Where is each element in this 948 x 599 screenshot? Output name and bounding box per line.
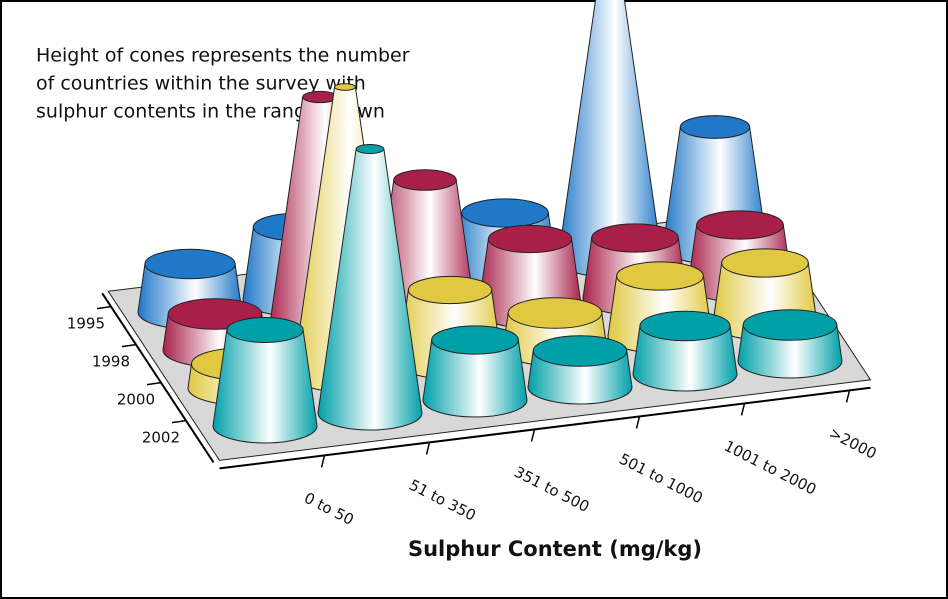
cone-side	[422, 339, 528, 418]
cone	[737, 309, 843, 379]
cone	[317, 143, 423, 431]
legend-label: 2002	[142, 428, 180, 446]
cone-top	[144, 248, 236, 280]
cone-top	[591, 223, 679, 253]
legend-label: 1998	[92, 352, 130, 370]
x-tick	[635, 416, 641, 429]
x-tick	[320, 455, 326, 468]
y-tick	[96, 305, 112, 310]
cone-top	[226, 317, 304, 343]
cone-top	[355, 143, 385, 155]
cone-side	[632, 325, 738, 392]
cone-top	[696, 210, 784, 240]
cone-top	[679, 115, 751, 139]
cone	[212, 317, 318, 444]
cone-top	[507, 297, 603, 329]
cone-top	[742, 309, 838, 341]
cone-top	[721, 248, 809, 278]
y-tick	[121, 343, 137, 348]
cone	[632, 310, 738, 392]
cone-top	[487, 224, 573, 254]
annotation: of countries within the survey with	[36, 73, 366, 95]
y-tick	[171, 419, 187, 424]
annotation: Height of cones represents the number	[36, 45, 410, 67]
legend-label: 2000	[117, 390, 155, 408]
cone	[422, 325, 528, 418]
x-tick	[740, 403, 746, 416]
x-axis-line	[219, 386, 871, 470]
x-tick	[845, 390, 851, 403]
x-tick	[425, 442, 431, 455]
y-axis-line	[101, 292, 215, 463]
cone	[527, 335, 633, 405]
y-tick	[146, 381, 162, 386]
legend-label: 1995	[67, 314, 105, 332]
cone-top	[639, 310, 731, 342]
cone-top	[461, 198, 549, 228]
cone-top	[334, 83, 356, 91]
cone-side	[212, 329, 318, 444]
cone-top	[407, 275, 493, 305]
cone-top	[616, 261, 704, 291]
cone-side	[317, 148, 423, 431]
x-tick	[530, 429, 536, 442]
x-axis-label: Sulphur Content (mg/kg)	[408, 537, 702, 561]
cone-top	[532, 335, 628, 367]
annotation: sulphur contents in the range shown	[36, 101, 385, 123]
cone-top	[393, 169, 457, 191]
cone-top	[431, 325, 519, 355]
